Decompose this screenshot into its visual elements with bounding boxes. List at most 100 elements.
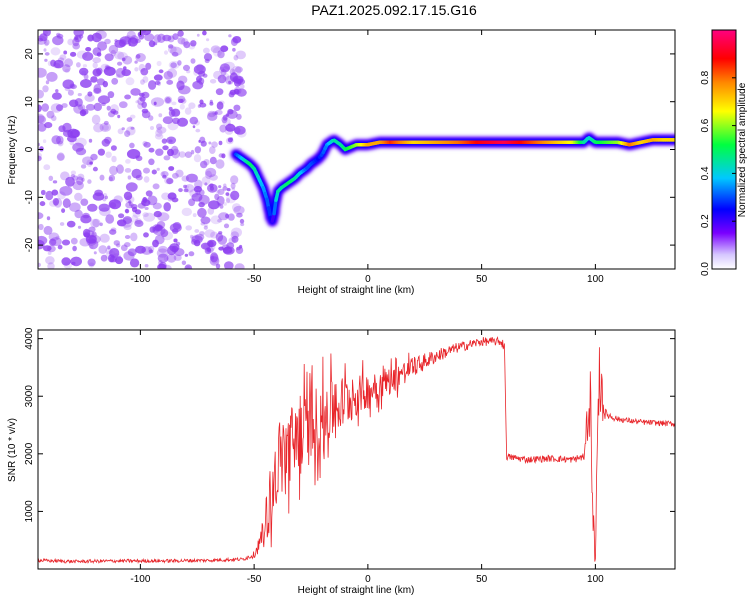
noise-point xyxy=(91,32,102,43)
noise-point xyxy=(77,225,82,229)
noise-point xyxy=(188,251,195,257)
noise-point xyxy=(203,242,216,252)
noise-point xyxy=(209,146,216,155)
noise-point xyxy=(70,170,76,176)
noise-point xyxy=(38,223,44,231)
noise-point xyxy=(43,48,47,52)
noise-point xyxy=(167,148,174,157)
noise-point xyxy=(110,227,117,232)
noise-point xyxy=(97,95,111,105)
noise-point xyxy=(231,187,236,191)
noise-point xyxy=(183,188,189,193)
noise-point xyxy=(158,245,168,253)
noise-point xyxy=(69,202,81,212)
noise-point xyxy=(70,51,77,57)
noise-point xyxy=(63,50,68,55)
noise-point xyxy=(225,192,230,196)
noise-point xyxy=(107,91,115,99)
noise-point xyxy=(105,151,112,158)
noise-point xyxy=(125,195,135,204)
noise-point xyxy=(64,68,70,73)
noise-point xyxy=(70,237,78,245)
noise-point xyxy=(176,80,185,91)
noise-point xyxy=(102,80,109,88)
noise-point xyxy=(216,195,225,206)
noise-point xyxy=(129,258,140,268)
noise-point xyxy=(219,204,224,209)
noise-point xyxy=(92,57,101,64)
noise-point xyxy=(119,101,128,109)
noise-point xyxy=(129,114,136,119)
noise-point xyxy=(62,64,71,73)
chart-title: PAZ1.2025.092.17.15.G16 xyxy=(311,2,477,18)
snr-x-tick-label: 50 xyxy=(476,574,488,585)
noise-point xyxy=(93,84,102,94)
noise-point xyxy=(67,89,74,96)
noise-point xyxy=(143,167,150,174)
noise-point xyxy=(134,60,138,64)
noise-point xyxy=(82,51,94,61)
snr-y-label: SNR (10 * v/v) xyxy=(7,418,18,482)
noise-point xyxy=(201,176,211,186)
noise-point xyxy=(39,33,48,42)
noise-point xyxy=(148,158,155,166)
noise-point xyxy=(134,218,142,225)
noise-point xyxy=(79,109,87,117)
noise-point xyxy=(92,166,98,172)
noise-point xyxy=(152,239,159,248)
noise-point xyxy=(51,92,62,100)
noise-point xyxy=(124,242,131,248)
noise-point xyxy=(93,251,97,255)
noise-point xyxy=(153,101,157,106)
noise-point xyxy=(44,39,50,46)
snr-panel: -100 -50 0 50 100 1000 2000 3000 4000 Height of… xyxy=(7,327,676,596)
noise-point xyxy=(61,208,66,214)
noise-point xyxy=(190,40,197,47)
noise-point xyxy=(72,245,77,252)
noise-point xyxy=(217,188,225,195)
noise-point xyxy=(38,155,42,162)
noise-point xyxy=(102,197,107,202)
noise-point xyxy=(111,155,117,163)
noise-point xyxy=(84,93,95,102)
spectrogram-x-tick-label: 50 xyxy=(476,274,488,285)
noise-point xyxy=(210,45,221,53)
noise-point xyxy=(202,73,208,78)
noise-point xyxy=(184,264,193,269)
noise-point xyxy=(218,66,225,73)
noise-point xyxy=(48,175,54,181)
noise-point xyxy=(52,180,58,184)
ridge-layer xyxy=(234,136,675,223)
noise-point xyxy=(62,198,71,209)
colorbar-tick-label: 0.0 xyxy=(700,262,711,276)
noise-point xyxy=(162,264,172,269)
noise-point xyxy=(183,41,191,49)
noise-point xyxy=(150,97,165,107)
frequency-ridge xyxy=(228,130,675,229)
noise-point xyxy=(206,38,210,42)
noise-point xyxy=(163,71,173,80)
noise-point xyxy=(190,149,195,155)
noise-point xyxy=(51,189,59,196)
noise-point xyxy=(85,103,96,111)
noise-point xyxy=(191,239,197,245)
noise-point xyxy=(100,254,108,262)
noise-point xyxy=(61,103,68,108)
noise-point xyxy=(208,200,220,210)
noise-point xyxy=(190,234,194,239)
noise-point xyxy=(117,52,128,61)
noise-point xyxy=(59,222,65,226)
noise-point xyxy=(177,95,186,103)
noise-point xyxy=(156,60,162,67)
noise-point xyxy=(92,218,101,228)
noise-point xyxy=(89,161,93,165)
noise-point xyxy=(227,108,234,115)
noise-point xyxy=(46,71,58,82)
noise-point xyxy=(236,246,241,251)
noise-point xyxy=(134,220,144,227)
noise-point xyxy=(232,47,236,52)
noise-point xyxy=(233,205,245,215)
noise-point xyxy=(38,235,48,245)
noise-point xyxy=(178,75,188,84)
colorbar-ticks: 0.0 0.2 0.4 0.6 0.8 xyxy=(700,70,736,276)
